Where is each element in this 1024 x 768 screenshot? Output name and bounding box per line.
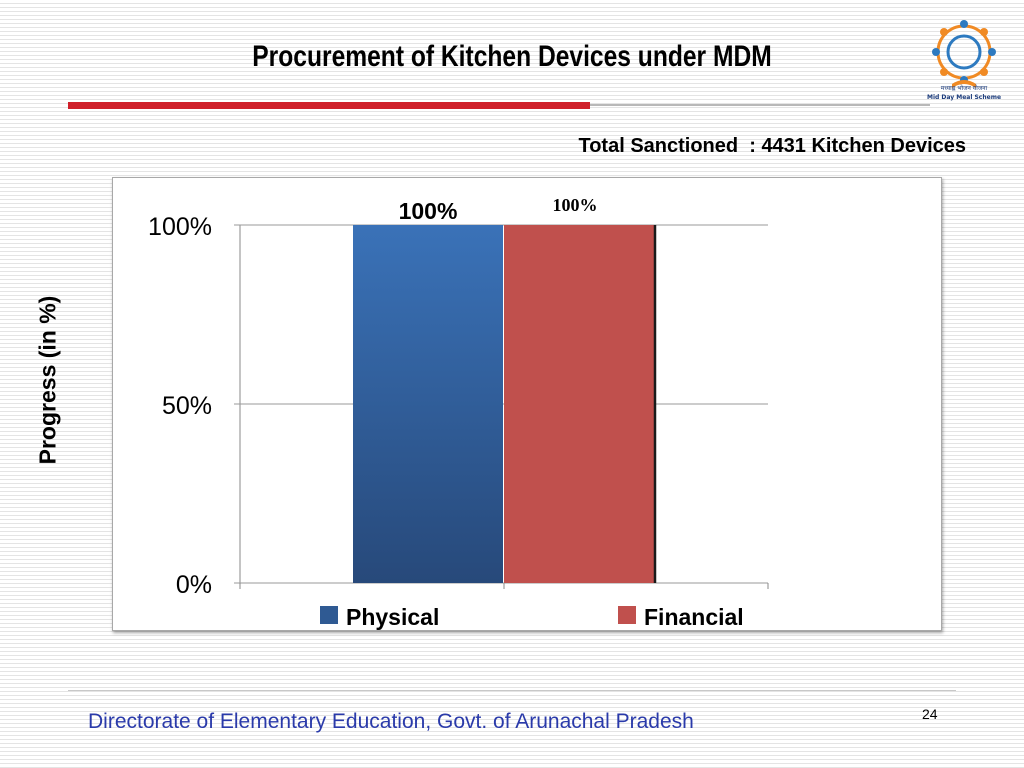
chart-container: 0% 50% 100% 100% 100% Physical Financial [112, 177, 942, 631]
bar-chart: 0% 50% 100% 100% 100% Physical Financial [148, 195, 769, 630]
legend: Physical Financial [320, 604, 744, 630]
footer-rule [68, 690, 956, 691]
legend-label-physical: Physical [346, 604, 439, 630]
legend-label-financial: Financial [644, 604, 744, 630]
total-sanctioned-text: Total Sanctioned : 4431 Kitchen Devices [578, 135, 966, 157]
title-underline-grey [590, 104, 930, 106]
mdm-logo-icon [932, 20, 996, 88]
bar-financial [504, 225, 654, 583]
legend-swatch-financial [618, 606, 636, 624]
data-labels: 100% 100% [399, 195, 598, 224]
y-axis-label: Progress (in %) [34, 295, 61, 465]
title-underline-red [68, 102, 590, 109]
bar-physical [353, 225, 503, 583]
y-axis-ticks: 0% 50% 100% [148, 213, 212, 599]
legend-swatch-physical [320, 606, 338, 624]
data-label-physical: 100% [399, 198, 458, 224]
mdm-logo-ring [932, 20, 996, 88]
slide-title: Procurement of Kitchen Devices under MDM [252, 40, 772, 73]
y-tick-label: 100% [148, 213, 212, 241]
footer-text: Directorate of Elementary Education, Gov… [88, 710, 694, 733]
data-label-financial: 100% [553, 195, 598, 215]
logo-hindi-text: मध्याह्न भोजन योजना [940, 85, 988, 92]
logo-english-text: Mid Day Meal Scheme [926, 94, 1002, 101]
y-tick-label: 0% [176, 571, 212, 599]
y-tick-label: 50% [162, 392, 212, 420]
bars [353, 225, 657, 583]
page-number: 24 [922, 706, 938, 722]
